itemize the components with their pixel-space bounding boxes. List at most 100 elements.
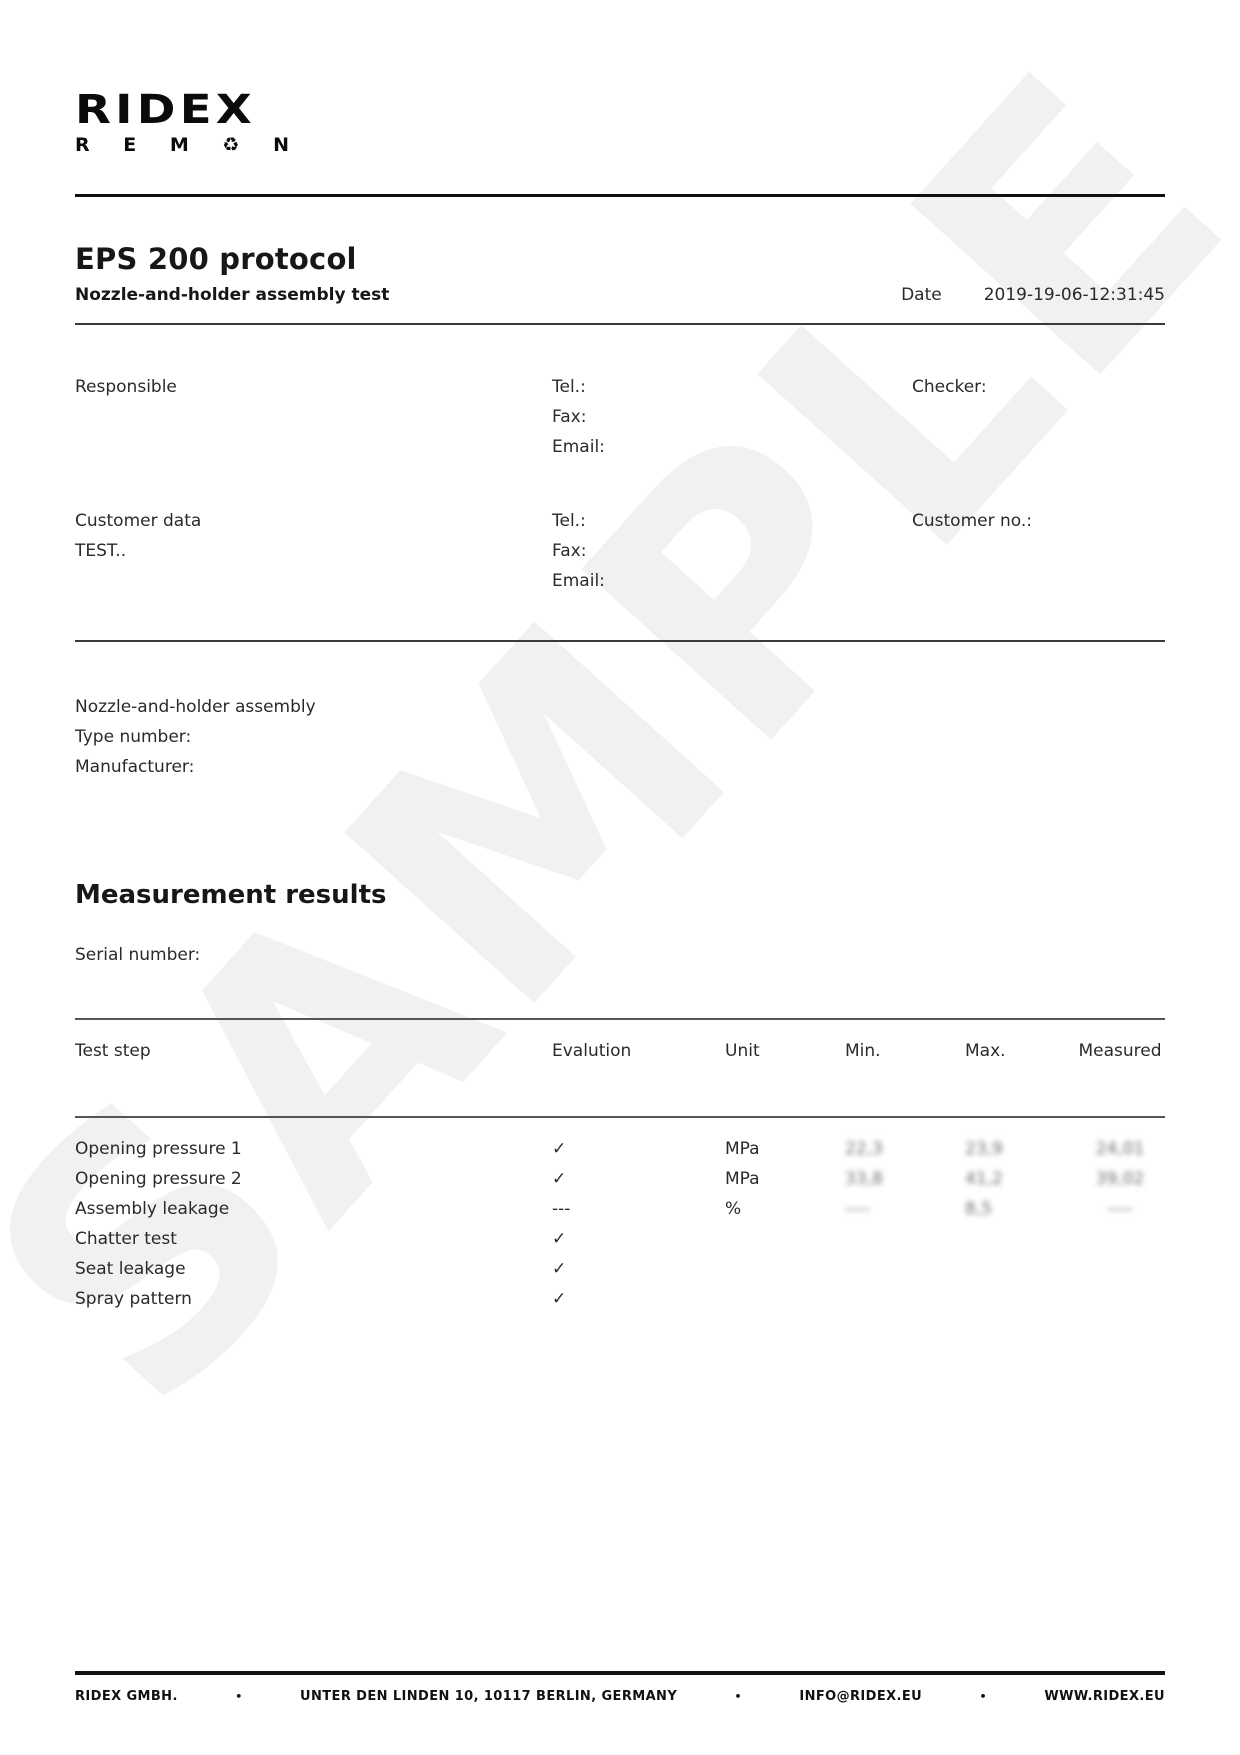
measurement-results-heading: Measurement results — [75, 880, 387, 910]
logo-wordmark: RIDEX — [75, 86, 257, 133]
cell-evaluation: --- — [552, 1199, 571, 1219]
column-header-unit: Unit — [725, 1041, 760, 1061]
footer-bullet: • — [734, 1690, 742, 1703]
table-row: Chatter test ✓ — [75, 1224, 1165, 1254]
customer-name: TEST.. — [75, 541, 127, 561]
column-header-evaluation: Evalution — [552, 1041, 632, 1061]
page-title: EPS 200 protocol — [75, 242, 357, 276]
type-number-label: Type number: — [75, 727, 192, 747]
customer-no-column: Customer no.: — [912, 506, 1165, 596]
cell-unit — [725, 1254, 845, 1284]
cell-test-step: Chatter test — [75, 1229, 177, 1249]
date-block: Date 2019-19-06-12:31:45 — [901, 283, 1165, 307]
cell-unit: MPa — [725, 1139, 760, 1159]
cell-max — [965, 1224, 1075, 1254]
cell-min: 22,3 — [845, 1139, 883, 1159]
fax-label: Fax: — [552, 407, 587, 427]
cell-max: 23,9 — [965, 1139, 1003, 1159]
table-header-row: Test step Evalution Unit Min. Max. Measu… — [75, 1036, 1165, 1066]
logo-reman-line: R E M ♻ N — [75, 132, 289, 158]
cell-min — [845, 1284, 965, 1314]
ridex-reman-logo: RIDEX R E M ♻ N — [75, 88, 289, 158]
fax-label: Fax: — [552, 541, 587, 561]
footer-address: UNTER DEN LINDEN 10, 10117 BERLIN, GERMA… — [300, 1689, 678, 1704]
date-value: 2019-19-06-12:31:45 — [983, 285, 1165, 305]
cell-measured — [1075, 1224, 1165, 1254]
checker-label: Checker: — [912, 377, 987, 397]
table-row: Spray pattern ✓ — [75, 1284, 1165, 1314]
cell-measured: 24,01 — [1095, 1139, 1145, 1159]
title-divider — [75, 323, 1165, 325]
cell-evaluation: ✓ — [552, 1259, 567, 1279]
cell-measured: ---- — [1107, 1199, 1133, 1219]
table-body: Opening pressure 1 ✓ MPa 22,3 23,9 24,01 Openi… — [75, 1134, 1165, 1314]
cell-unit: MPa — [725, 1169, 760, 1189]
subtitle-row: Nozzle-and-holder assembly test Date 201… — [75, 283, 1165, 307]
footer-email: INFO@RIDEX.EU — [799, 1689, 923, 1704]
customer-data-label: Customer data — [75, 511, 202, 531]
cell-min: ---- — [845, 1199, 870, 1219]
page-footer: RIDEX GMBH. • UNTER DEN LINDEN 10, 10117… — [75, 1671, 1165, 1704]
cell-evaluation: ✓ — [552, 1139, 567, 1159]
cell-test-step: Spray pattern — [75, 1289, 192, 1309]
manufacturer-label: Manufacturer: — [75, 757, 195, 777]
cell-measured: 39,02 — [1095, 1169, 1145, 1189]
protocol-document: RIDEX R E M ♻ N EPS 200 protocol Nozzle-… — [75, 88, 1165, 1314]
table-row: Assembly leakage ---% ---- 8,5 ---- — [75, 1194, 1165, 1224]
footer-website: WWW.RIDEX.EU — [1044, 1689, 1165, 1704]
column-header-min: Min. — [845, 1041, 881, 1061]
footer-bullet: • — [235, 1690, 243, 1703]
footer-bullet: • — [979, 1690, 987, 1703]
table-row: Opening pressure 2 ✓ MPa 33,8 41,2 39,02 — [75, 1164, 1165, 1194]
tel-label: Tel.: — [552, 511, 586, 531]
date-label: Date — [901, 285, 942, 305]
header-divider — [75, 194, 1165, 197]
footer-contact-row: RIDEX GMBH. • UNTER DEN LINDEN 10, 10117… — [75, 1689, 1165, 1704]
cell-test-step: Seat leakage — [75, 1259, 186, 1279]
cell-unit — [725, 1284, 845, 1314]
reman-letter: R — [75, 134, 90, 156]
reman-letter: M — [169, 134, 189, 156]
responsible-section: Responsible Tel.: Fax: Email: Checker: — [75, 372, 1165, 462]
cell-max: 8,5 — [965, 1199, 993, 1219]
footer-company: RIDEX GMBH. — [75, 1689, 178, 1704]
email-label: Email: — [552, 437, 605, 457]
table-row: Opening pressure 1 ✓ MPa 22,3 23,9 24,01 — [75, 1134, 1165, 1164]
cell-evaluation: ✓ — [552, 1169, 567, 1189]
cell-test-step: Opening pressure 2 — [75, 1169, 242, 1189]
recycle-icon: ♻ — [222, 134, 240, 156]
table-top-divider — [75, 1018, 1165, 1020]
responsible-column: Responsible — [75, 372, 552, 462]
reman-letter: E — [123, 134, 137, 156]
cell-min: 33,8 — [845, 1169, 883, 1189]
column-header-max: Max. — [965, 1041, 1006, 1061]
cell-min — [845, 1254, 965, 1284]
table-header-divider — [75, 1116, 1165, 1118]
responsible-label: Responsible — [75, 377, 177, 397]
column-header-test-step: Test step — [75, 1041, 151, 1061]
footer-divider — [75, 1671, 1165, 1675]
cell-max: 41,2 — [965, 1169, 1003, 1189]
assembly-title: Nozzle-and-holder assembly — [75, 697, 316, 717]
email-label: Email: — [552, 571, 605, 591]
cell-min — [845, 1224, 965, 1254]
cell-measured — [1075, 1254, 1165, 1284]
cell-test-step: Opening pressure 1 — [75, 1139, 242, 1159]
page-subtitle: Nozzle-and-holder assembly test — [75, 285, 390, 305]
cell-evaluation: ✓ — [552, 1229, 567, 1249]
cell-test-step: Assembly leakage — [75, 1199, 230, 1219]
cell-max — [965, 1284, 1075, 1314]
customer-section: Customer data TEST.. Tel.: Fax: Email: C… — [75, 506, 1165, 596]
section-divider — [75, 640, 1165, 642]
customer-contact-column: Tel.: Fax: Email: — [552, 506, 912, 596]
assembly-section: Nozzle-and-holder assembly Type number: … — [75, 692, 1165, 782]
cell-measured — [1075, 1284, 1165, 1314]
cell-evaluation: ✓ — [552, 1289, 567, 1309]
customer-column: Customer data TEST.. — [75, 506, 552, 596]
checker-column: Checker: — [912, 372, 1165, 462]
reman-letter: N — [273, 134, 289, 156]
cell-unit: % — [725, 1199, 742, 1219]
tel-label: Tel.: — [552, 377, 586, 397]
column-header-measured: Measured — [1078, 1041, 1162, 1061]
table-row: Seat leakage ✓ — [75, 1254, 1165, 1284]
